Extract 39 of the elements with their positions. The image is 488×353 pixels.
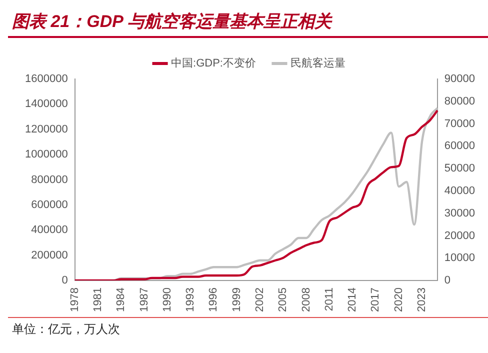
y2-tick-label: 80000 bbox=[444, 95, 476, 108]
y-tick-label: 1600000 bbox=[24, 73, 68, 86]
y-tick-label: 0 bbox=[62, 274, 68, 287]
x-tick-label: 1978 bbox=[68, 288, 81, 312]
y2-tick-label: 50000 bbox=[444, 162, 476, 175]
x-tick-label: 2008 bbox=[300, 288, 312, 312]
y2-tick-label: 40000 bbox=[444, 184, 476, 197]
chart-title: 图表 21：GDP 与航空客运量基本呈正相关 bbox=[8, 8, 488, 38]
y-tick-label: 800000 bbox=[31, 174, 68, 186]
x-tick-label: 2023 bbox=[416, 288, 428, 312]
x-tick-label: 2014 bbox=[346, 288, 359, 312]
text: 单位：亿元，万人次 bbox=[11, 321, 121, 338]
legend-label: 民航客运量 bbox=[290, 56, 346, 70]
y2-tick-label: 10000 bbox=[444, 252, 476, 264]
x-tick-label: 2017 bbox=[370, 288, 382, 312]
x-tick-label: 2020 bbox=[392, 288, 405, 312]
x-tick-label: 1987 bbox=[138, 288, 150, 312]
x-tick-label: 1984 bbox=[115, 288, 128, 312]
y2-tick-label: 60000 bbox=[444, 140, 476, 152]
x-tick-label: 2005 bbox=[277, 288, 290, 312]
y-tick-label: 1400000 bbox=[24, 98, 68, 110]
legend-label: 中国:GDP:不变价 bbox=[171, 56, 256, 70]
x-tick-label: 1996 bbox=[208, 288, 220, 312]
y-tick-label: 600000 bbox=[31, 198, 68, 211]
x-tick-label: 1990 bbox=[161, 288, 174, 312]
y2-tick-label: 20000 bbox=[444, 230, 476, 242]
y2-tick-label: 0 bbox=[444, 274, 451, 287]
y-tick-label: 1200000 bbox=[24, 123, 68, 136]
y2-tick-label: 30000 bbox=[444, 207, 476, 220]
y-tick-label: 200000 bbox=[31, 249, 68, 262]
y-tick-label: 1000000 bbox=[24, 148, 68, 161]
x-tick-label: 2011 bbox=[323, 288, 336, 312]
y-tick-label: 400000 bbox=[31, 224, 68, 236]
x-tick-label: 2002 bbox=[254, 288, 266, 312]
x-tick-label: 1993 bbox=[184, 288, 197, 312]
x-tick-label: 1999 bbox=[230, 288, 243, 312]
x-tick-label: 1981 bbox=[92, 288, 104, 312]
y2-tick-label: 70000 bbox=[444, 118, 476, 130]
y2-tick-label: 90000 bbox=[444, 73, 476, 86]
